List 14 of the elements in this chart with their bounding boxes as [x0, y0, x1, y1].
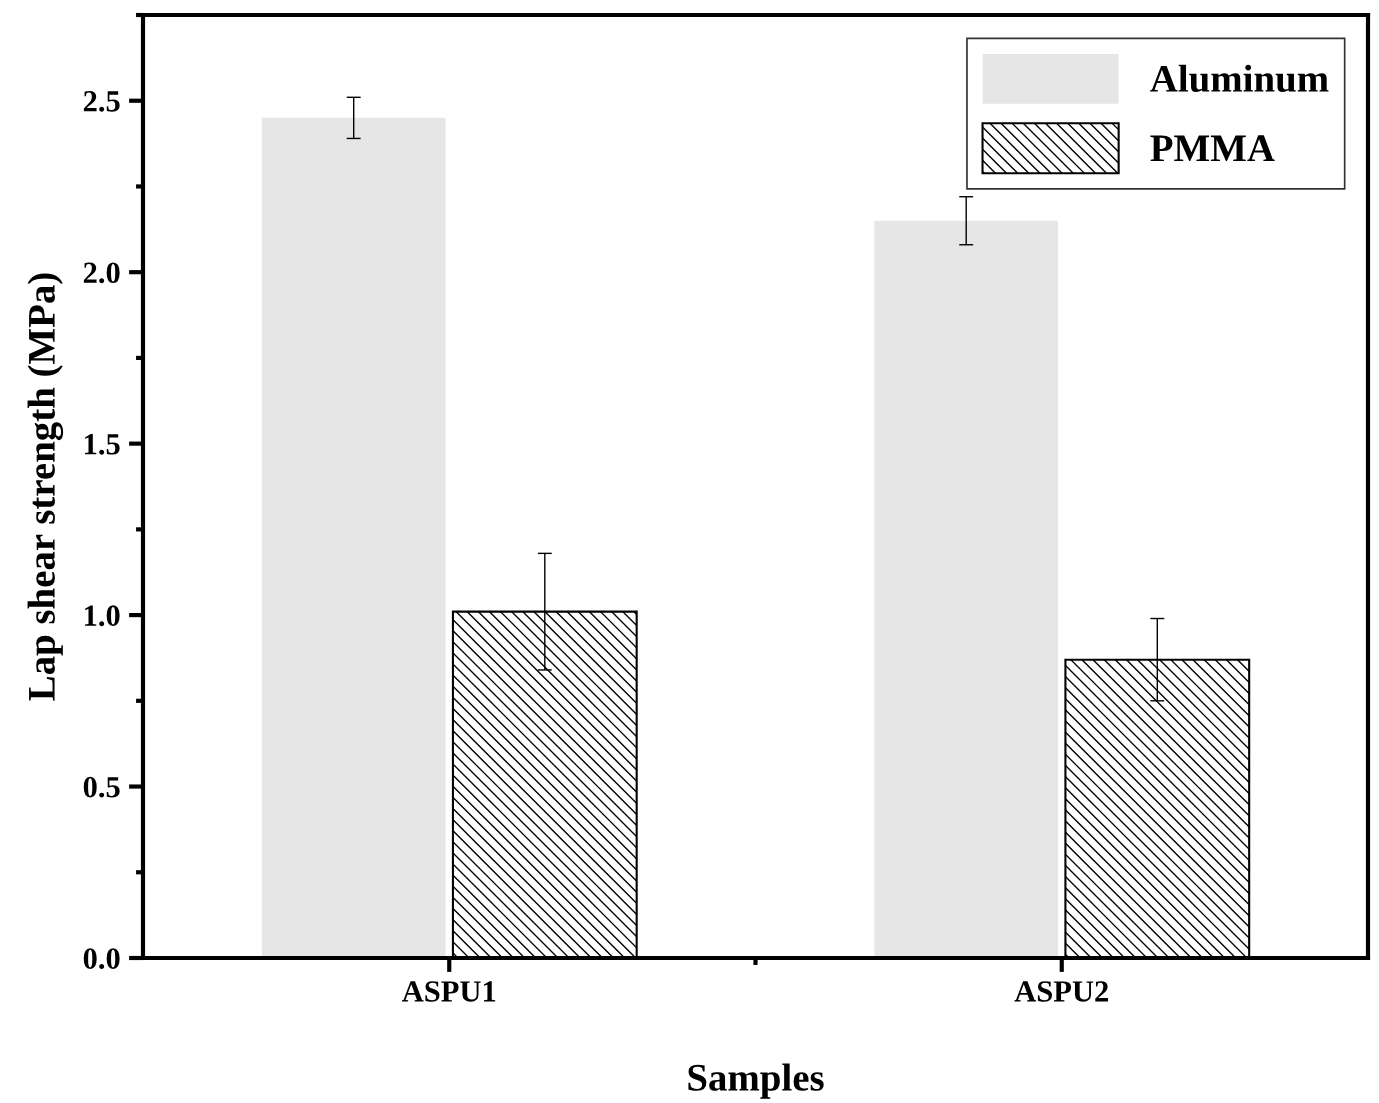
x-tick-label: ASPU1 [402, 981, 496, 1002]
bar [261, 117, 446, 958]
y-tick-label: 0.0 [83, 948, 120, 970]
y-tick-label: 0.5 [83, 776, 120, 798]
bar [874, 220, 1059, 958]
y-tick-label: 2.5 [83, 91, 120, 112]
x-tick-label: ASPU2 [1014, 981, 1108, 1002]
y-tick-label: 2.0 [83, 262, 120, 284]
y-tick-label: 1.0 [85, 605, 120, 627]
y-tick-label: 1.5 [85, 434, 120, 455]
y-axis-title: Lap shear strength (MPa) [27, 273, 64, 701]
x-axis-title: Samples [688, 1063, 824, 1099]
legend-label: Aluminum [1150, 64, 1329, 93]
legend-label: PMMA [1150, 135, 1275, 162]
